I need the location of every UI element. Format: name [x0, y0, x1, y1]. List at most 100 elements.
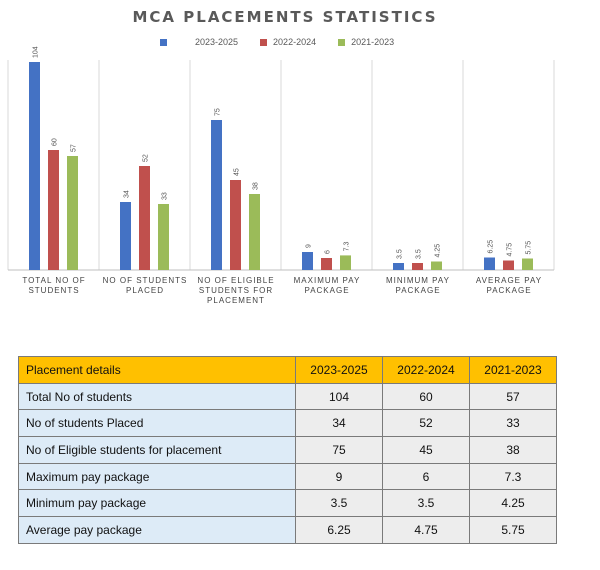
table-cell: 34 [295, 409, 383, 438]
table-cell: No of Eligible students for placement [18, 436, 296, 464]
data-label: 52 [143, 154, 150, 162]
category-label-line: PACKAGE [395, 286, 441, 295]
category-label-line: MAXIMUM PAY [293, 276, 361, 285]
table-header-cell: 2022-2024 [382, 356, 470, 384]
legend-label-2021-2023: 2021-2023 [351, 37, 395, 47]
chart-plot: 104 60 57 34 52 33 75 45 38 9 6 7.3 3.5 3.5 4.25 6.25 4.… [7, 46, 555, 271]
bar-2022-2024 [412, 263, 423, 270]
bar-2021-2023 [340, 255, 351, 270]
category-label-line: NO OF ELIGIBLE [197, 276, 275, 285]
category-label-line: MINIMUM PAY [385, 276, 451, 285]
table-row: Maximum pay package 9 6 7.3 [18, 462, 557, 491]
table-cell: Average pay package [18, 516, 296, 544]
data-label: 104 [33, 46, 40, 58]
bar-2021-2023 [249, 194, 260, 270]
table-cell: No of students Placed [18, 409, 296, 438]
bar-2022-2024 [139, 166, 150, 270]
legend-label-2022-2024: 2022-2024 [273, 37, 317, 47]
category-label: TOTAL NO OF STUDENTS [8, 276, 100, 296]
table-cell: 57 [469, 382, 557, 411]
data-label: 33 [162, 192, 169, 200]
data-label: 4.25 [435, 244, 442, 258]
bar-2022-2024 [230, 180, 241, 270]
table-cell: 75 [295, 436, 383, 464]
data-label: 60 [52, 138, 59, 146]
placements-chart: MCA PLACEMENTS STATISTICS 2023-2025 2022… [7, 8, 555, 306]
data-label: 4.75 [507, 243, 514, 257]
bar-2021-2023 [67, 156, 78, 270]
legend-item-2023-2025: 2023-2025 [160, 37, 238, 47]
table-cell: 7.3 [469, 462, 557, 491]
table-cell: 38 [469, 436, 557, 464]
data-label: 57 [71, 144, 78, 152]
category-label-line: STUDENTS FOR [198, 286, 274, 295]
table-cell: 6 [382, 462, 470, 491]
table-cell: 104 [295, 382, 383, 411]
bar-2021-2023 [431, 261, 442, 270]
table-cell: 9 [295, 462, 383, 491]
category-label: NO OF ELIGIBLE STUDENTS FOR PLACEMENT [190, 276, 282, 306]
table-cell: 6.25 [295, 516, 383, 544]
bar-2022-2024 [503, 260, 514, 270]
table-cell: 5.75 [469, 516, 557, 544]
category-label-line: AVERAGE PAY [475, 276, 543, 285]
category-label-line: STUDENTS [28, 286, 80, 295]
category-label-line: PACKAGE [304, 286, 350, 295]
category-label-line: TOTAL NO OF [22, 276, 86, 285]
chart-title: MCA PLACEMENTS STATISTICS [132, 8, 438, 26]
category-label: AVERAGE PAY PACKAGE [463, 276, 555, 296]
table-cell: Total No of students [18, 382, 296, 411]
legend-swatch-2022-2024 [260, 38, 268, 46]
table-row: No of students Placed 34 52 33 [18, 409, 557, 438]
category-label-line: NO OF STUDENTS [102, 276, 188, 285]
data-label: 34 [124, 190, 131, 198]
table-cell: 4.25 [469, 489, 557, 518]
table-cell: Minimum pay package [18, 489, 296, 518]
chart-legend: 2023-2025 2022-2024 2021-2023 [160, 37, 394, 47]
table-cell: 52 [382, 409, 470, 438]
table-cell: 45 [382, 436, 470, 464]
table-row: Average pay package 6.25 4.75 5.75 [18, 516, 557, 544]
table-cell: 3.5 [295, 489, 383, 518]
table-cell: 60 [382, 382, 470, 411]
table-row: Total No of students 104 60 57 [18, 382, 557, 411]
table-header-cell: 2023-2025 [295, 356, 383, 384]
legend-swatch-2021-2023 [338, 38, 346, 46]
table-header-row: Placement details 2023-2025 2022-2024 20… [18, 356, 557, 384]
category-label: NO OF STUDENTS PLACED [99, 276, 191, 296]
legend-item-2021-2023: 2021-2023 [338, 37, 394, 47]
table-cell: 4.75 [382, 516, 470, 544]
table-row: Minimum pay package 3.5 3.5 4.25 [18, 489, 557, 518]
bar-2023-2025 [393, 263, 404, 270]
legend-item-2022-2024: 2022-2024 [260, 37, 316, 47]
legend-swatch-2023-2025 [160, 38, 167, 46]
bar-2023-2025 [29, 62, 40, 270]
table-cell: 3.5 [382, 489, 470, 518]
data-label: 3.5 [416, 249, 423, 259]
data-label: 3.5 [397, 249, 404, 259]
table-row: No of Eligible students for placement 75… [18, 436, 557, 464]
table-cell: Maximum pay package [18, 462, 296, 491]
legend-label-2023-2025: 2023-2025 [195, 37, 239, 47]
table-header-cell: 2021-2023 [469, 356, 557, 384]
data-label: 6.25 [488, 240, 495, 254]
category-label-line: PACKAGE [486, 286, 532, 295]
bar-2022-2024 [48, 150, 59, 270]
category-label-line: PLACEMENT [207, 296, 265, 305]
table-header-cell: Placement details [18, 356, 296, 384]
bar-2021-2023 [158, 204, 169, 270]
data-label: 5.75 [526, 241, 533, 255]
placement-details-table: Placement details 2023-2025 2022-2024 20… [18, 356, 557, 544]
data-label: 38 [253, 182, 260, 190]
bar-2023-2025 [484, 257, 495, 270]
bar-2021-2023 [522, 258, 533, 270]
data-label: 7.3 [344, 242, 351, 252]
category-label: MINIMUM PAY PACKAGE [372, 276, 464, 296]
category-label-line: PLACED [125, 286, 164, 295]
bar-2023-2025 [302, 252, 313, 270]
data-label: 75 [215, 108, 222, 116]
data-label: 6 [325, 250, 332, 254]
data-label: 45 [234, 168, 241, 176]
bar-2023-2025 [120, 202, 131, 270]
table-cell: 33 [469, 409, 557, 438]
